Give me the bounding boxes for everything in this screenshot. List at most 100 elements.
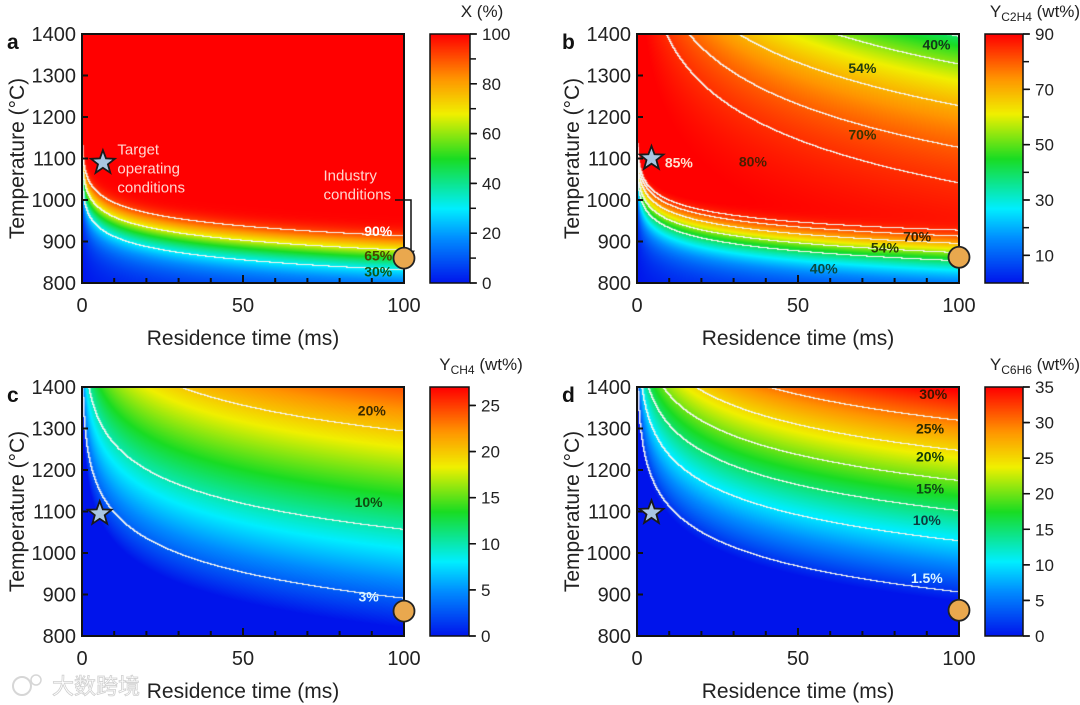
contour-label: 10% (355, 494, 384, 510)
contour-label: 30% (919, 386, 948, 402)
colorbar-title-subscript: C2H4 (1001, 10, 1032, 24)
x-tick-label: 50 (787, 295, 809, 317)
colorbar-frame (984, 386, 1024, 637)
colorbar-b (985, 34, 1023, 283)
panel-letter: b (562, 31, 575, 54)
y-tick-label: 1200 (32, 460, 77, 482)
colorbar-tick-label: 0 (482, 274, 491, 293)
colorbar-tick-label: 30 (1035, 191, 1054, 210)
y-tick-label: 1400 (32, 24, 77, 46)
contour-label: 20% (916, 449, 945, 465)
panel-b: 800 900 1000 1100 1200 1300 1400 0 50 100 Residenc… (561, 2, 1080, 350)
colorbar-title: YC6H6 (wt%) (990, 355, 1080, 377)
y-tick-label: 1300 (587, 66, 632, 88)
colorbar-d (985, 387, 1023, 636)
colorbar-title-main: X (%) (461, 2, 504, 21)
colorbar-tick-label: 40 (482, 174, 501, 193)
x-tick-label: 50 (787, 648, 809, 670)
y-tick-label: 1300 (32, 66, 77, 88)
colorbar-title-subscript: CH4 (451, 363, 475, 377)
x-tick-label: 100 (942, 295, 975, 317)
contour-label: 40% (810, 260, 839, 276)
x-tick-label: 100 (387, 648, 420, 670)
y-tick-label: 1000 (587, 543, 632, 565)
watermark-logo-icon (30, 674, 42, 686)
contour-label: 70% (848, 126, 877, 142)
industry-circle-marker (392, 599, 416, 623)
y-axis-label: Temperature (°C) (561, 78, 584, 239)
contour-label: 10% (913, 512, 942, 528)
y-tick-label: 1100 (588, 502, 631, 524)
contour-label: 90% (364, 223, 393, 239)
y-tick-label: 1000 (32, 543, 77, 565)
industry-circle-marker (947, 598, 971, 622)
x-axis-label: Residence time (ms) (702, 680, 895, 703)
plot-frame (81, 386, 405, 637)
plot-frame (81, 33, 405, 284)
colorbar-tick-label: 10 (1035, 556, 1054, 575)
y-axis-label: Temperature (°C) (561, 431, 584, 592)
y-tick-label: 1200 (32, 107, 77, 129)
y-tick-label: 1200 (587, 460, 632, 482)
colorbar-title-unit: (wt%) (475, 355, 523, 374)
y-tick-label: 1100 (588, 149, 631, 171)
colorbar-frame (429, 386, 470, 637)
heatmap-c (82, 387, 404, 636)
x-tick-label: 100 (387, 295, 420, 317)
contour-label: 30% (364, 263, 393, 279)
colorbar-tick-label: 15 (481, 489, 500, 508)
colorbar-c (430, 387, 469, 636)
watermark-logo-icon (12, 676, 32, 696)
target-star-marker (85, 498, 115, 526)
colorbar-title: X (%) (461, 2, 504, 21)
watermark: 大数跨境 (12, 674, 140, 700)
heatmap-b (637, 34, 959, 283)
target-star-marker (637, 143, 666, 171)
industry-arrow (395, 199, 412, 254)
x-axis-label: Residence time (ms) (147, 680, 340, 703)
y-tick-label: 1400 (587, 24, 632, 46)
colorbar-title-unit: (wt%) (1032, 355, 1080, 374)
contour-label: 70% (903, 229, 932, 245)
y-tick-label: 900 (43, 232, 76, 254)
colorbar-tick-label: 0 (1035, 627, 1044, 646)
contour-label: 40% (922, 36, 951, 52)
y-tick-label: 1000 (587, 190, 632, 212)
contour-label: 54% (848, 60, 877, 76)
colorbar-tick-label: 60 (482, 125, 501, 144)
annotation-line: operating (117, 160, 180, 177)
colorbar-title: YCH4 (wt%) (439, 355, 523, 377)
colorbar-title: YC2H4 (wt%) (990, 2, 1080, 24)
colorbar-title-unit: (wt%) (1032, 2, 1080, 21)
x-tick-label: 50 (232, 295, 254, 317)
colorbar-tick-label: 15 (1035, 520, 1054, 539)
x-tick-label: 50 (232, 648, 254, 670)
y-tick-label: 800 (598, 273, 631, 295)
annotation-line: Target (117, 141, 160, 158)
colorbar-tick-label: 25 (1035, 449, 1054, 468)
y-tick-label: 1100 (33, 149, 76, 171)
contour-label: 20% (358, 403, 387, 419)
colorbar-title-main: Y (439, 355, 450, 374)
colorbar-tick-label: 20 (481, 443, 500, 462)
colorbar-title-main: Y (990, 355, 1001, 374)
target-star-marker (637, 497, 666, 526)
annotation: Industry conditions (324, 167, 392, 203)
y-tick-label: 1000 (32, 190, 77, 212)
x-axis-label: Residence time (ms) (702, 327, 895, 350)
contour-label: 15% (916, 481, 945, 497)
colorbar-title-subscript: C6H6 (1001, 363, 1032, 377)
annotation: Target operating conditions (117, 141, 185, 196)
colorbar-tick-label: 20 (1035, 485, 1054, 504)
y-tick-label: 900 (598, 232, 631, 254)
annotation-line: conditions (324, 186, 392, 203)
x-tick-label: 0 (76, 295, 87, 317)
annotation-line: Industry (324, 167, 378, 184)
contour-label: 1.5% (911, 570, 943, 586)
y-axis-label: Temperature (°C) (6, 78, 29, 239)
